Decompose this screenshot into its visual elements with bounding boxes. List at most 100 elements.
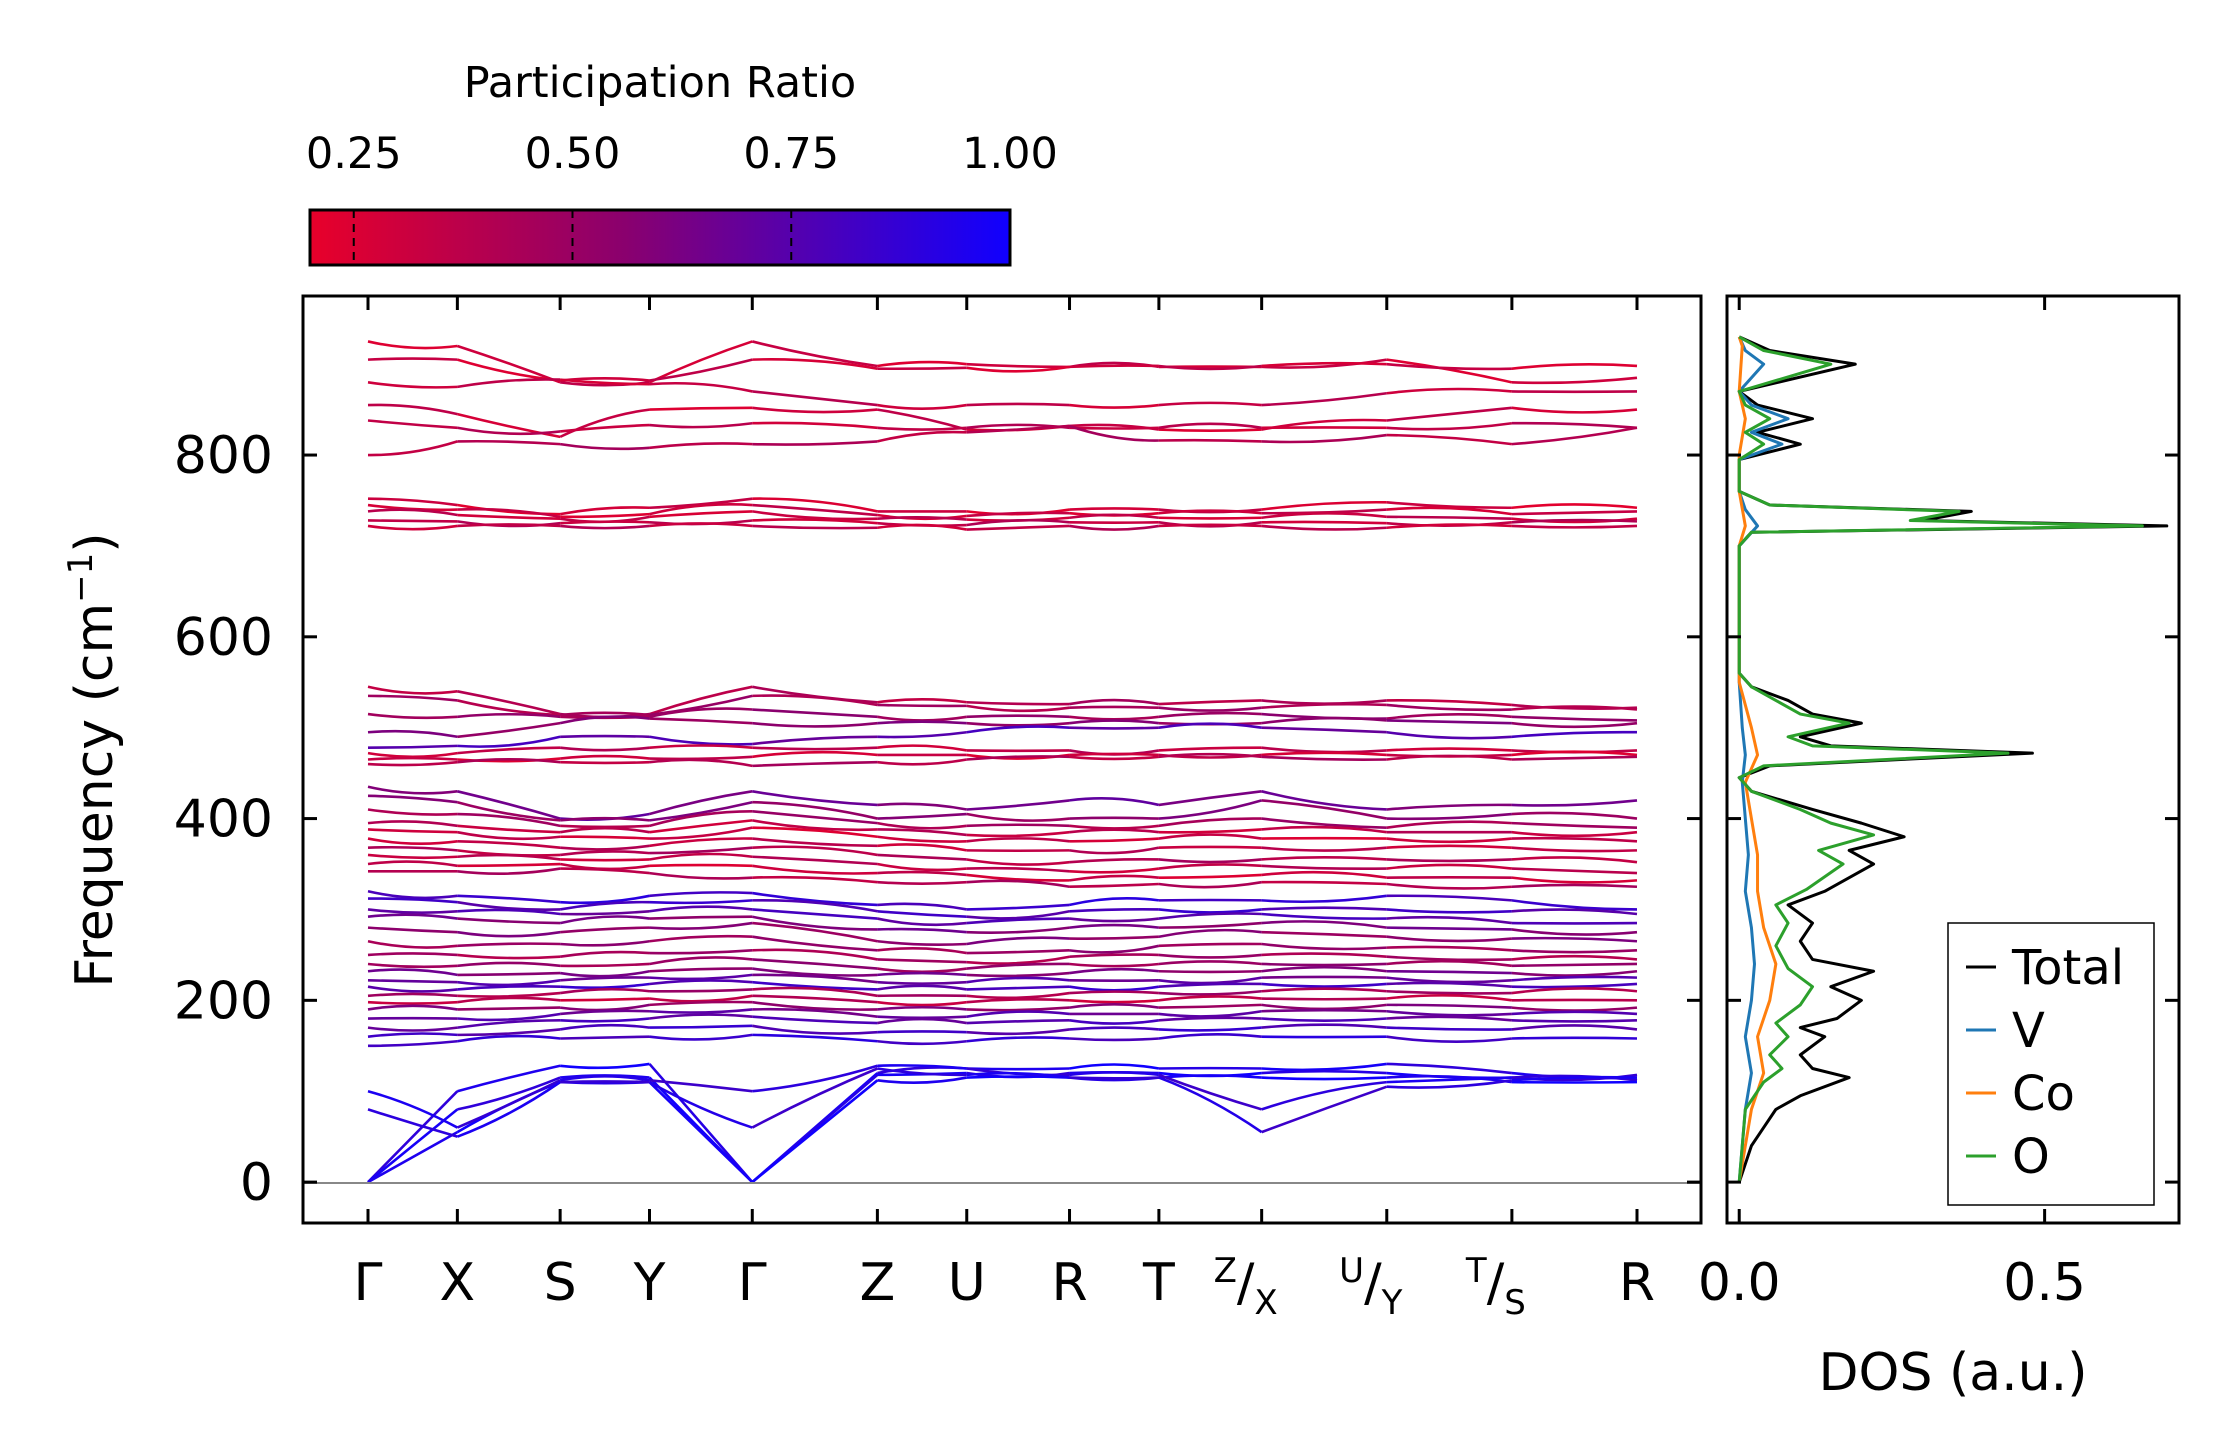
phonon-band xyxy=(877,821,967,830)
phonon-band xyxy=(649,852,753,861)
phonon-band xyxy=(752,440,878,446)
phonon-band xyxy=(1158,976,1262,985)
phonon-band xyxy=(457,839,561,849)
phonon-band xyxy=(877,744,967,752)
phonon-band xyxy=(1069,513,1160,520)
phonon-band xyxy=(966,903,1070,911)
phonon-band xyxy=(649,735,753,746)
phonon-band xyxy=(560,824,650,829)
phonon-band xyxy=(1261,962,1387,967)
phonon-band xyxy=(1069,867,1160,874)
phonon-band xyxy=(1158,828,1262,834)
phonon-band xyxy=(877,1017,967,1025)
phonon-band xyxy=(1261,520,1387,525)
phonon-band xyxy=(1511,987,1638,995)
phonon-band xyxy=(457,942,561,948)
phonon-band xyxy=(752,898,878,913)
phonon-band xyxy=(966,704,1070,713)
k-point-label-sup: T xyxy=(1465,1251,1487,1291)
phonon-band xyxy=(649,358,753,382)
phonon-band xyxy=(1386,1026,1512,1031)
phonon-band xyxy=(1386,406,1513,422)
phonon-band xyxy=(877,1076,968,1085)
phonon-band xyxy=(367,751,458,759)
phonon-band xyxy=(752,1033,878,1043)
band-axes-frame xyxy=(301,294,1703,1225)
phonon-band xyxy=(1158,863,1262,870)
phonon-band xyxy=(877,939,967,946)
phonon-band xyxy=(1069,999,1159,1004)
phonon-band xyxy=(1386,959,1513,968)
dos-series-v xyxy=(1737,336,1790,1183)
phonon-band xyxy=(1158,921,1262,929)
phonon-band xyxy=(1069,1026,1159,1031)
phonon-band xyxy=(649,1000,753,1007)
dos-x-tick-label: 0.5 xyxy=(2003,1253,2086,1313)
phonon-band xyxy=(1069,846,1160,855)
phonon-band xyxy=(752,973,878,984)
phonon-band xyxy=(1511,1024,1638,1031)
phonon-band xyxy=(1158,516,1262,520)
phonon-band xyxy=(457,900,561,911)
phonon-band xyxy=(559,915,650,925)
phonon-band xyxy=(1261,433,1387,444)
phonon-band xyxy=(1386,501,1512,510)
phonon-band xyxy=(560,982,650,990)
k-point-label: R xyxy=(1619,1253,1655,1313)
phonon-band xyxy=(1386,976,1512,984)
phonon-band xyxy=(1511,1019,1638,1023)
dos-x-tick-label: 0.0 xyxy=(1698,1253,1781,1313)
phonon-band xyxy=(560,962,650,968)
phonon-band xyxy=(560,976,650,982)
phonon-band xyxy=(559,1003,650,1012)
phonon-band xyxy=(1069,755,1160,761)
phonon-band xyxy=(1386,1062,1513,1075)
phonon-band xyxy=(1261,870,1387,879)
phonon-band xyxy=(560,909,650,916)
phonon-band xyxy=(752,390,878,407)
phonon-band xyxy=(752,358,878,370)
phonon-band xyxy=(877,971,967,977)
phonon-band xyxy=(1069,1063,1160,1070)
phonon-band xyxy=(877,1005,967,1011)
phonon-band xyxy=(649,915,753,920)
phonon-band xyxy=(367,828,458,834)
phonon-band xyxy=(367,519,458,523)
phonon-band xyxy=(877,835,967,843)
phonon-band xyxy=(648,1081,754,1184)
phonon-band xyxy=(1386,1035,1513,1043)
phonon-band xyxy=(559,1075,650,1082)
phonon-band xyxy=(1386,358,1513,384)
phonon-band xyxy=(1511,421,1638,430)
phonon-band xyxy=(649,442,753,450)
phonon-band xyxy=(1069,837,1159,843)
phonon-band xyxy=(1069,816,1159,820)
phonon-band xyxy=(752,735,878,746)
phonon-band xyxy=(649,994,753,1003)
phonon-band xyxy=(559,969,650,978)
phonon-band xyxy=(1261,702,1387,709)
phonon-band xyxy=(1386,362,1512,371)
phonon-band xyxy=(560,997,650,1002)
phonon-band xyxy=(559,987,650,995)
phonon-band xyxy=(559,715,650,725)
legend-label: O xyxy=(2012,1129,2050,1185)
phonon-band xyxy=(1069,1019,1160,1025)
phonon-band xyxy=(1158,880,1262,889)
phonon-band xyxy=(560,816,650,822)
phonon-band xyxy=(1511,962,1638,968)
phonon-band xyxy=(877,715,967,722)
phonon-band xyxy=(649,846,753,855)
phonon-band xyxy=(877,720,967,725)
phonon-band xyxy=(1261,975,1387,979)
phonon-band xyxy=(649,871,753,880)
phonon-band xyxy=(1069,953,1159,959)
phonon-band xyxy=(1069,962,1160,968)
k-point-label: U/Y xyxy=(1339,1251,1402,1323)
phonon-band xyxy=(1261,982,1387,988)
phonon-band xyxy=(966,971,1070,978)
phonon-band xyxy=(1261,500,1387,511)
phonon-band xyxy=(1158,752,1262,759)
phonon-band xyxy=(457,917,561,925)
phonon-band xyxy=(367,1090,459,1184)
